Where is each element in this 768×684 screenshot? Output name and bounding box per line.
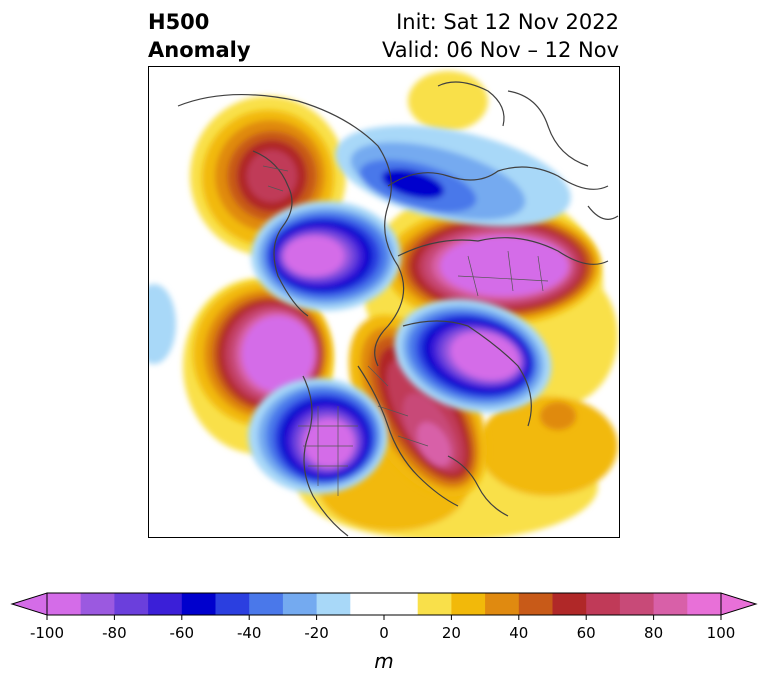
colorbar-cell: [485, 593, 520, 615]
colorbar-tick-label: 0: [379, 624, 389, 642]
colorbar-cell: [47, 593, 82, 615]
colorbar-cell: [687, 593, 722, 615]
colorbar-tick-label: -60: [170, 624, 195, 642]
colorbar-cell: [282, 593, 318, 615]
trough-northwest: [251, 201, 401, 311]
title-left: H500 Anomaly: [148, 8, 251, 64]
colorbar-tick-label: 100: [707, 624, 736, 642]
colorbar-cell: [215, 593, 250, 615]
ridge-northeast: [385, 206, 601, 326]
colorbar-cell: [148, 593, 183, 615]
colorbar-tick-label: 20: [442, 624, 461, 642]
valid-period: Valid: 06 Nov – 12 Nov: [382, 38, 619, 62]
colorbar-unit-label: m: [374, 649, 393, 673]
map-frame: [148, 66, 620, 538]
colorbar: -100 -80 -60 -40 -20 0 20 40 60 80 100 m: [10, 592, 758, 673]
colorbar-cell: [114, 593, 149, 615]
colorbar-cell: [316, 593, 351, 615]
colorbar-cell: [653, 593, 688, 615]
trough-arctic: [335, 125, 571, 227]
colorbar-cell: [619, 593, 655, 615]
colorbar-cell: [451, 593, 486, 615]
ridge-east-edge: [540, 402, 576, 430]
colorbar-tick-label: 40: [509, 624, 528, 642]
borders: [262, 165, 549, 496]
colorbar-extend-high: [720, 592, 758, 616]
colorbar-ticks: -100 -80 -60 -40 -20 0 20 40 60 80 100: [30, 615, 735, 642]
colorbar-cell: [181, 593, 216, 615]
trough-southwest: [248, 378, 388, 494]
coastlines: [177, 81, 619, 537]
colorbar-tick-label: -20: [304, 624, 329, 642]
colorbar-cell: [552, 593, 587, 615]
ridge-northwest: [202, 110, 334, 246]
colorbar-extend-low: [10, 592, 48, 616]
colorbar-tick-label: -40: [237, 624, 262, 642]
colorbar-tick-label: 60: [577, 624, 596, 642]
anomaly-map: [148, 66, 620, 538]
colorbar-cell: [80, 593, 115, 615]
colorbar-cell: [249, 593, 284, 615]
trough-west-edge: [148, 284, 176, 364]
colorbar-cell: [350, 593, 385, 615]
init-time: Init: Sat 12 Nov 2022: [396, 10, 619, 34]
title-variable: H500: [148, 10, 210, 34]
colorbar-cells: [10, 592, 758, 616]
colorbar-cell: [586, 593, 621, 615]
colorbar-cell: [384, 593, 419, 615]
colorbar-tick-label: 80: [644, 624, 663, 642]
title-field: Anomaly: [148, 38, 251, 62]
colorbar-tick-label: -100: [30, 624, 64, 642]
colorbar-cell: [417, 593, 452, 615]
colorbar-tick-label: -80: [102, 624, 127, 642]
trough-east: [394, 298, 552, 414]
colorbar-cell: [518, 593, 553, 615]
title-right: Init: Sat 12 Nov 2022 Valid: 06 Nov – 12…: [382, 8, 619, 64]
